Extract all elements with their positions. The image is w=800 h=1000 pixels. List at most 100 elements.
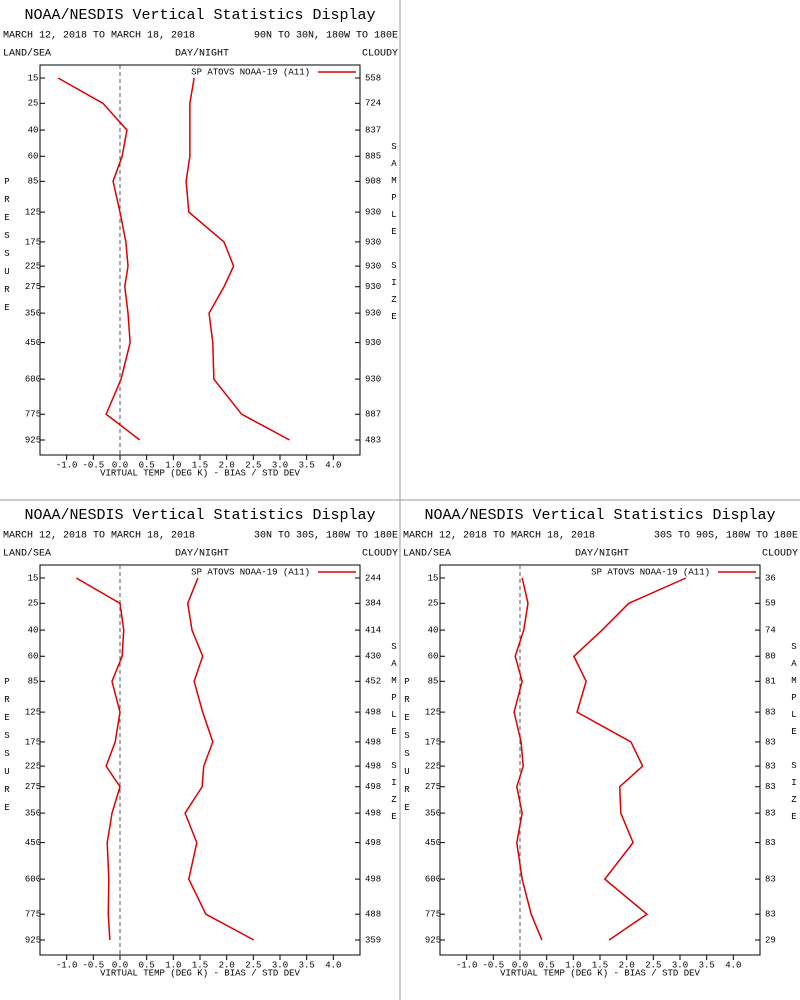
header: DAY/NIGHT <box>175 548 229 560</box>
sample-size: 29 <box>765 935 776 945</box>
y-tick-label: 600 <box>25 374 41 384</box>
x-tick-label: 2.5 <box>645 960 661 970</box>
x-tick-label: -1.0 <box>56 960 78 970</box>
sample-size: 930 <box>365 282 381 292</box>
sample-size: 59 <box>765 599 776 609</box>
legend-label: SP ATOVS NOAA-19 (A11) <box>591 567 710 577</box>
x-tick-label: 1.5 <box>192 460 208 470</box>
x-axis-label: VIRTUAL TEMP (DEG K) - BIAS / STD DEV <box>500 968 700 978</box>
x-tick-label: 3.5 <box>299 960 315 970</box>
x-tick-label: 0.0 <box>112 460 128 470</box>
date-range: MARCH 12, 2018 TO MARCH 18, 2018 <box>3 531 195 542</box>
y-tick-label: 775 <box>425 910 441 920</box>
sample-size: 414 <box>365 625 381 635</box>
profile-line <box>185 77 290 441</box>
x-tick-label: -1.0 <box>456 960 478 970</box>
header: CLOUDY <box>362 549 398 560</box>
sample-size: 930 <box>365 374 381 384</box>
y-tick-label: 225 <box>25 261 41 271</box>
sample-size: 558 <box>365 73 381 83</box>
sample-size: 724 <box>365 99 381 109</box>
x-tick-label: 2.5 <box>245 960 261 970</box>
y-tick-label: 25 <box>428 599 439 609</box>
y-tick-label: 600 <box>425 874 441 884</box>
x-tick-label: 0.5 <box>139 460 155 470</box>
sample-size: 452 <box>365 677 381 687</box>
x-tick-label: 1.0 <box>565 960 581 970</box>
y-tick-label: 125 <box>25 207 41 217</box>
x-tick-label: -0.5 <box>83 960 105 970</box>
chart-title: NOAA/NESDIS Vertical Statistics Display <box>24 507 375 524</box>
x-tick-label: 2.0 <box>219 960 235 970</box>
y-tick-label: 85 <box>428 677 439 687</box>
sample-size: 483 <box>365 435 381 445</box>
y-tick-label: 15 <box>428 573 439 583</box>
profile-line <box>572 577 687 941</box>
y-tick-label: 225 <box>425 761 441 771</box>
profile-line <box>57 77 141 441</box>
sample-size: 488 <box>365 910 381 920</box>
sample-size: 81 <box>765 677 776 687</box>
chart-title: NOAA/NESDIS Vertical Statistics Display <box>424 507 775 524</box>
y-tick-label: 225 <box>25 761 41 771</box>
sample-size: 930 <box>365 237 381 247</box>
x-tick-label: 2.0 <box>219 460 235 470</box>
sample-size: 83 <box>765 808 776 818</box>
sample-size: 930 <box>365 261 381 271</box>
x-tick-label: 1.5 <box>592 960 608 970</box>
legend-label: SP ATOVS NOAA-19 (A11) <box>191 67 310 77</box>
sample-size: 36 <box>765 573 776 583</box>
x-tick-label: -1.0 <box>56 460 78 470</box>
y-tick-label: 925 <box>25 935 41 945</box>
region: 30S TO 90S, 180W TO 180E <box>654 531 798 542</box>
header: LAND/SEA <box>3 548 51 560</box>
region: 30N TO 30S, 180W TO 180E <box>254 531 398 542</box>
y-tick-label: 350 <box>425 808 441 818</box>
header: LAND/SEA <box>403 548 451 560</box>
y-tick-label: 125 <box>425 707 441 717</box>
y-tick-label: 925 <box>425 935 441 945</box>
panel: NOAA/NESDIS Vertical Statistics Display M… <box>3 507 398 978</box>
date-range: MARCH 12, 2018 TO MARCH 18, 2018 <box>3 31 195 42</box>
sample-size: 83 <box>765 910 776 920</box>
y-tick-label: 925 <box>25 435 41 445</box>
y-tick-label: 15 <box>28 73 39 83</box>
date-range: MARCH 12, 2018 TO MARCH 18, 2018 <box>403 531 595 542</box>
x-tick-label: 3.0 <box>272 460 288 470</box>
x-tick-label: 1.0 <box>165 960 181 970</box>
sample-size: 359 <box>365 935 381 945</box>
x-tick-label: 0.0 <box>112 960 128 970</box>
sample-size: 83 <box>765 707 776 717</box>
sample-size: 930 <box>365 207 381 217</box>
profile-line <box>75 577 125 941</box>
x-tick-label: 3.0 <box>272 960 288 970</box>
sample-size: 498 <box>365 874 381 884</box>
y-tick-label: 275 <box>25 782 41 792</box>
sample-size: 80 <box>765 652 776 662</box>
y-tick-label: 275 <box>425 782 441 792</box>
sample-size: 430 <box>365 652 381 662</box>
header: DAY/NIGHT <box>575 548 629 560</box>
sample-size: 498 <box>365 808 381 818</box>
header: DAY/NIGHT <box>175 48 229 60</box>
header: LAND/SEA <box>3 48 51 60</box>
x-tick-label: -0.5 <box>483 960 505 970</box>
x-tick-label: 2.5 <box>245 460 261 470</box>
y-tick-label: 350 <box>25 808 41 818</box>
y-tick-label: 175 <box>425 737 441 747</box>
y-tick-label: 60 <box>28 152 39 162</box>
y-tick-label: 85 <box>28 177 39 187</box>
x-tick-label: 0.5 <box>539 960 555 970</box>
sample-size: 83 <box>765 838 776 848</box>
sample-size: 83 <box>765 874 776 884</box>
sample-size: 887 <box>365 410 381 420</box>
y-tick-label: 450 <box>25 838 41 848</box>
y-tick-label: 60 <box>28 652 39 662</box>
y-tick-label: 600 <box>25 874 41 884</box>
sample-size: 384 <box>365 599 381 609</box>
